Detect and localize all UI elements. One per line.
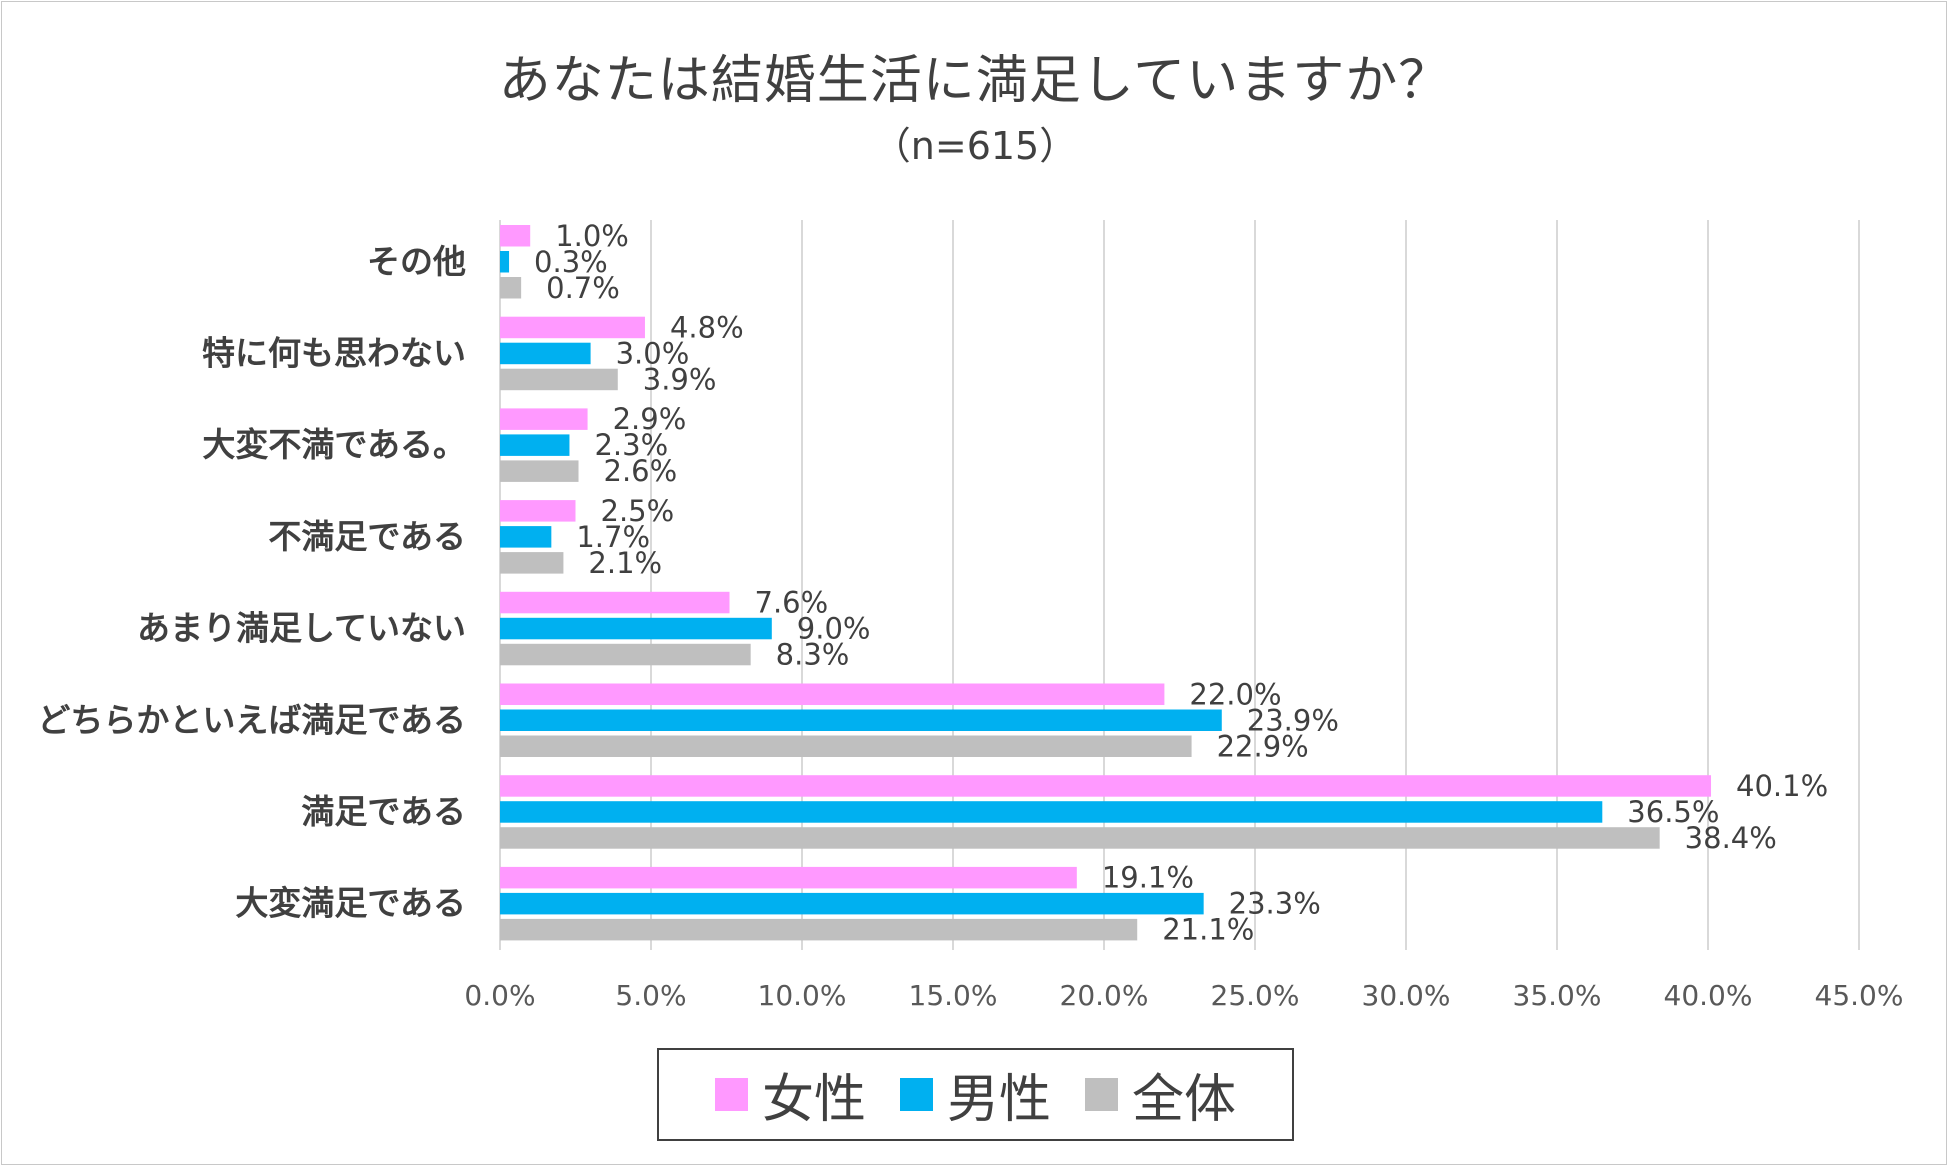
bar-total [500,460,579,482]
data-label-total: 2.1% [588,546,662,580]
data-label-female: 22.0% [1189,677,1281,711]
data-label-female: 4.8% [670,310,744,344]
data-label-male: 36.5% [1627,795,1719,829]
data-label-male: 2.3% [594,428,668,462]
bar-female [500,591,730,614]
bar-total [500,643,751,666]
data-label-total: 22.9% [1217,729,1309,763]
bar-total [500,368,618,391]
category-label: 満足である [301,792,466,831]
category-label: 大変満足である [235,884,466,923]
bar-total [500,918,1138,941]
bar-female [500,683,1165,705]
data-label-male: 0.3% [534,245,608,279]
category-label: あまり満足していない [137,609,466,648]
x-tick-label: 30.0% [1362,979,1451,1012]
data-label-female: 1.0% [555,219,629,253]
bar-male [500,526,552,548]
legend-item-female: 女性 [714,1057,866,1132]
legend-label-male: 男性 [946,1070,1051,1130]
chart-title: あなたは結婚生活に満足していますか？ [498,51,1452,111]
data-label-male: 9.0% [797,612,871,646]
bar-female [500,225,531,247]
x-tick-label: 0.0% [464,979,535,1012]
bar-total [500,735,1192,757]
x-tick-label: 25.0% [1211,979,1300,1012]
bar-female [500,775,1712,797]
data-label-female: 40.1% [1736,769,1828,803]
data-label-total: 21.1% [1162,913,1254,947]
legend-swatch-female [714,1078,748,1111]
data-label-male: 3.0% [616,336,690,370]
category-label: 大変不満である。 [202,425,466,464]
chart-legend: 女性 男性 全体 [657,1048,1294,1141]
data-label-male: 1.7% [576,520,650,554]
chart-subtitle: （n=615） [872,124,1078,168]
data-label-male: 23.9% [1247,703,1339,737]
x-tick-label: 15.0% [909,979,998,1012]
bar-male [500,892,1204,915]
bar-male [500,709,1222,731]
data-label-male: 23.3% [1229,887,1321,921]
bar-male [500,251,510,273]
x-tick-label: 45.0% [1815,979,1904,1012]
data-label-total: 2.6% [604,454,678,488]
bar-male [500,617,772,640]
data-label-total: 3.9% [643,362,717,396]
legend-item-male: 男性 [899,1057,1051,1132]
bar-chart: 0.0% 5.0% 10.0% 15.0% 20.0% 25.0% 30.0% 35.0% 40… [37,219,1904,1012]
data-label-total: 38.4% [1685,821,1777,855]
data-label-total: 0.7% [546,271,620,305]
legend-item-total: 全体 [1085,1057,1236,1132]
x-tick-label: 5.0% [615,979,686,1012]
bar-total [500,277,522,299]
x-tick-label: 10.0% [758,979,847,1012]
data-label-female: 7.6% [755,586,829,620]
legend-label-female: 女性 [761,1070,866,1130]
bar-male [500,434,570,456]
data-label-female: 2.9% [613,402,687,436]
category-label: どちらかといえば満足である [37,700,466,739]
category-label: その他 [367,242,466,281]
data-label-female: 19.1% [1102,861,1194,895]
category-label: 不満足である [268,517,466,556]
legend-swatch-total [1085,1078,1118,1111]
bar-male [500,342,591,365]
bar-female [500,866,1077,889]
x-tick-label: 20.0% [1060,979,1149,1012]
legend-swatch-male [899,1078,933,1111]
bar-female [500,500,576,522]
x-tick-label: 40.0% [1664,979,1753,1012]
data-label-total: 8.3% [776,638,850,672]
bar-female [500,316,645,339]
bar-total [500,552,564,574]
bar-male [500,801,1603,823]
bar-female [500,408,588,430]
legend-label-total: 全体 [1132,1070,1237,1130]
x-tick-label: 35.0% [1513,979,1602,1012]
bar-total [500,827,1660,849]
data-label-female: 2.5% [601,494,675,528]
category-label: 特に何も思わない [202,333,466,372]
